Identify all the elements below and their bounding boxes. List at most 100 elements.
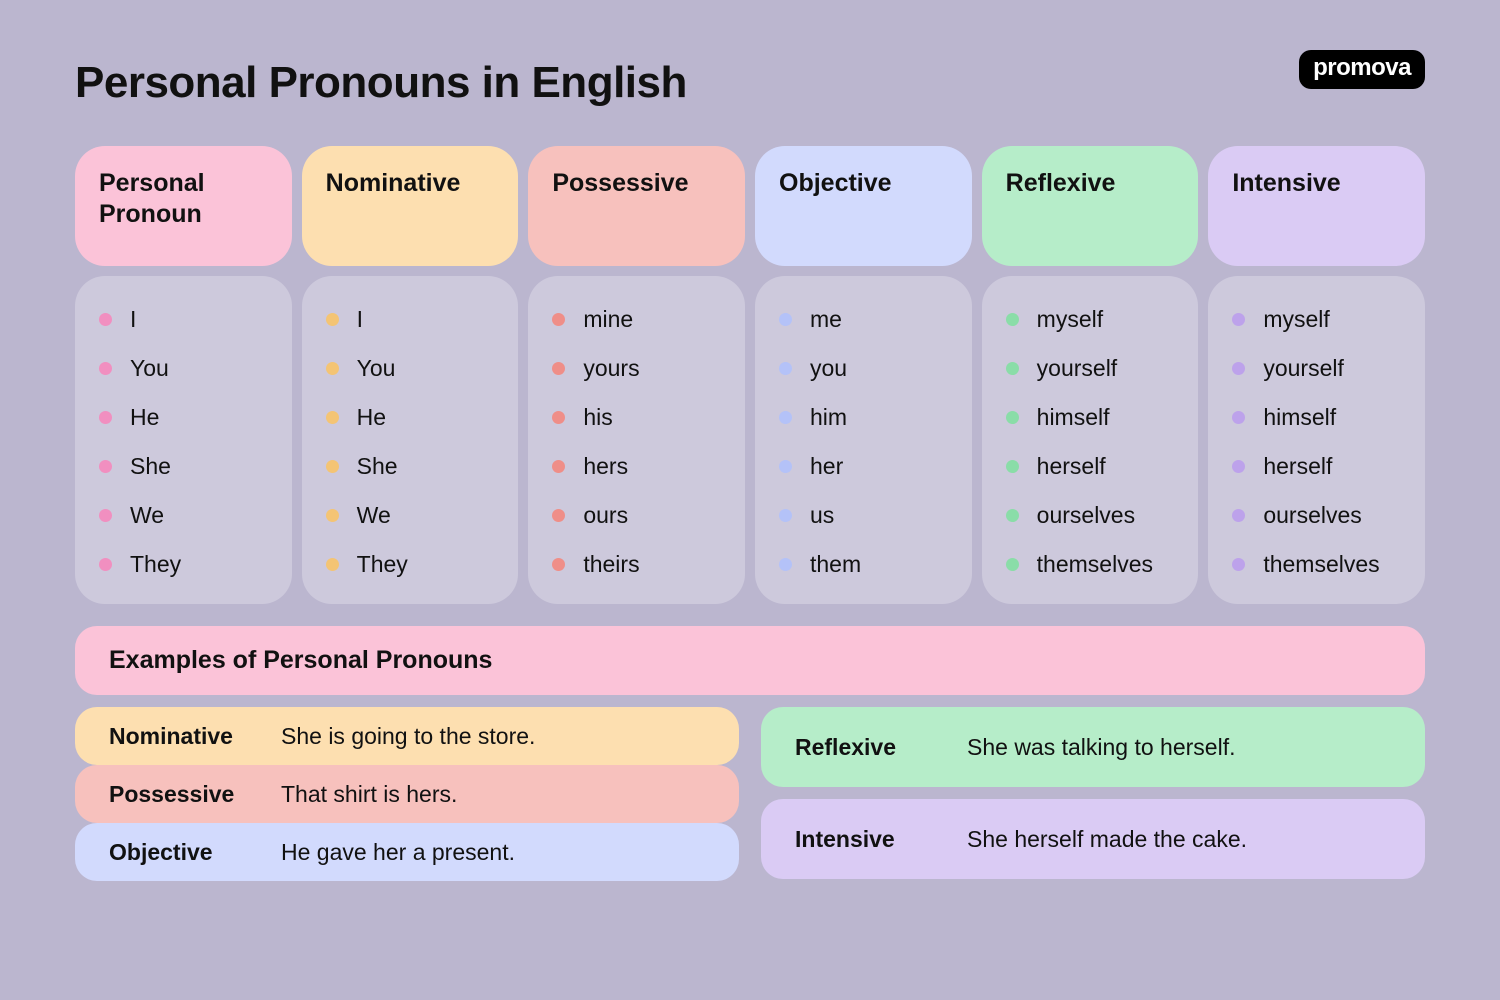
list-item-label: me xyxy=(810,306,842,333)
example-text: He gave her a present. xyxy=(275,839,515,866)
bullet-icon xyxy=(326,313,339,326)
bullet-icon xyxy=(779,313,792,326)
column-list-possessive: mine yours his hers ours theirs xyxy=(528,276,745,604)
example-label: Intensive xyxy=(761,826,961,853)
list-item: We xyxy=(326,502,495,529)
examples-left-column: NominativeShe is going to the store. Poss… xyxy=(75,707,739,881)
example-text: She herself made the cake. xyxy=(961,826,1247,853)
bullet-icon xyxy=(779,411,792,424)
bullet-icon xyxy=(99,313,112,326)
list-item: them xyxy=(779,551,948,578)
bullet-icon xyxy=(1232,460,1245,473)
list-item-label: yourself xyxy=(1263,355,1344,382)
bullet-icon xyxy=(779,558,792,571)
example-label: Possessive xyxy=(75,781,275,808)
list-item: yours xyxy=(552,355,721,382)
list-item: ourselves xyxy=(1232,502,1401,529)
list-item-label: yours xyxy=(583,355,639,382)
list-item: He xyxy=(326,404,495,431)
bullet-icon xyxy=(99,460,112,473)
list-item-label: him xyxy=(810,404,847,431)
list-item-label: herself xyxy=(1263,453,1332,480)
column-header-objective: Objective xyxy=(755,146,972,266)
list-item-label: We xyxy=(357,502,391,529)
examples-heading: Examples of Personal Pronouns xyxy=(75,626,1425,695)
example-label: Reflexive xyxy=(761,734,961,761)
list-item-label: He xyxy=(357,404,386,431)
list-item-label: I xyxy=(130,306,136,333)
column-list-objective: me you him her us them xyxy=(755,276,972,604)
bullet-icon xyxy=(779,362,792,375)
list-item: ourselves xyxy=(1006,502,1175,529)
list-item: themselves xyxy=(1232,551,1401,578)
list-item: myself xyxy=(1232,306,1401,333)
list-item-label: hers xyxy=(583,453,628,480)
list-item: themselves xyxy=(1006,551,1175,578)
bullet-icon xyxy=(1232,558,1245,571)
column-list-nominative: IYouHeSheWeThey xyxy=(302,276,519,604)
column-header-reflexive: Reflexive xyxy=(982,146,1199,266)
page-title: Personal Pronouns in English xyxy=(75,58,1425,108)
list-item: me xyxy=(779,306,948,333)
list-item-label: themselves xyxy=(1263,551,1379,578)
list-item: hers xyxy=(552,453,721,480)
bullet-icon xyxy=(1232,362,1245,375)
list-item: He xyxy=(99,404,268,431)
list-item: yourself xyxy=(1006,355,1175,382)
example-label: Nominative xyxy=(75,723,275,750)
bullet-icon xyxy=(552,558,565,571)
bullet-icon xyxy=(99,509,112,522)
list-item: mine xyxy=(552,306,721,333)
example-row: ReflexiveShe was talking to herself. xyxy=(761,707,1425,787)
bullet-icon xyxy=(99,558,112,571)
bullet-icon xyxy=(1006,411,1019,424)
bullet-icon xyxy=(326,509,339,522)
list-item-label: himself xyxy=(1263,404,1336,431)
column-list-reflexive: myselfyourselfhimselfherselfourselvesthe… xyxy=(982,276,1199,604)
list-item: yourself xyxy=(1232,355,1401,382)
list-item-label: you xyxy=(810,355,847,382)
list-item-label: his xyxy=(583,404,612,431)
list-item: I xyxy=(99,306,268,333)
list-item-label: mine xyxy=(583,306,633,333)
example-text: She was talking to herself. xyxy=(961,734,1235,761)
list-item-label: her xyxy=(810,453,843,480)
example-text: That shirt is hers. xyxy=(275,781,457,808)
list-item: herself xyxy=(1232,453,1401,480)
list-item: They xyxy=(99,551,268,578)
example-row: NominativeShe is going to the store. xyxy=(75,707,739,765)
bullet-icon xyxy=(1232,509,1245,522)
list-item: his xyxy=(552,404,721,431)
column-header-intensive: Intensive xyxy=(1208,146,1425,266)
examples-grid: NominativeShe is going to the store. Poss… xyxy=(75,707,1425,881)
bullet-icon xyxy=(779,460,792,473)
bullet-icon xyxy=(552,460,565,473)
list-item-label: I xyxy=(357,306,363,333)
pronoun-grid: Personal PronounNominativePossessiveObje… xyxy=(75,146,1425,604)
list-item: You xyxy=(326,355,495,382)
list-item: myself xyxy=(1006,306,1175,333)
list-item: We xyxy=(99,502,268,529)
list-item-label: You xyxy=(357,355,396,382)
list-item-label: himself xyxy=(1037,404,1110,431)
list-item-label: myself xyxy=(1263,306,1329,333)
list-item-label: They xyxy=(130,551,181,578)
list-item-label: He xyxy=(130,404,159,431)
example-label: Objective xyxy=(75,839,275,866)
list-item-label: ourselves xyxy=(1037,502,1135,529)
bullet-icon xyxy=(552,411,565,424)
bullet-icon xyxy=(779,509,792,522)
list-item-label: them xyxy=(810,551,861,578)
bullet-icon xyxy=(1232,411,1245,424)
column-header-possessive: Possessive xyxy=(528,146,745,266)
list-item: ours xyxy=(552,502,721,529)
list-item: They xyxy=(326,551,495,578)
bullet-icon xyxy=(552,313,565,326)
list-item: You xyxy=(99,355,268,382)
list-item: you xyxy=(779,355,948,382)
list-item-label: myself xyxy=(1037,306,1103,333)
bullet-icon xyxy=(1006,313,1019,326)
list-item-label: themselves xyxy=(1037,551,1153,578)
list-item: theirs xyxy=(552,551,721,578)
list-item-label: us xyxy=(810,502,834,529)
